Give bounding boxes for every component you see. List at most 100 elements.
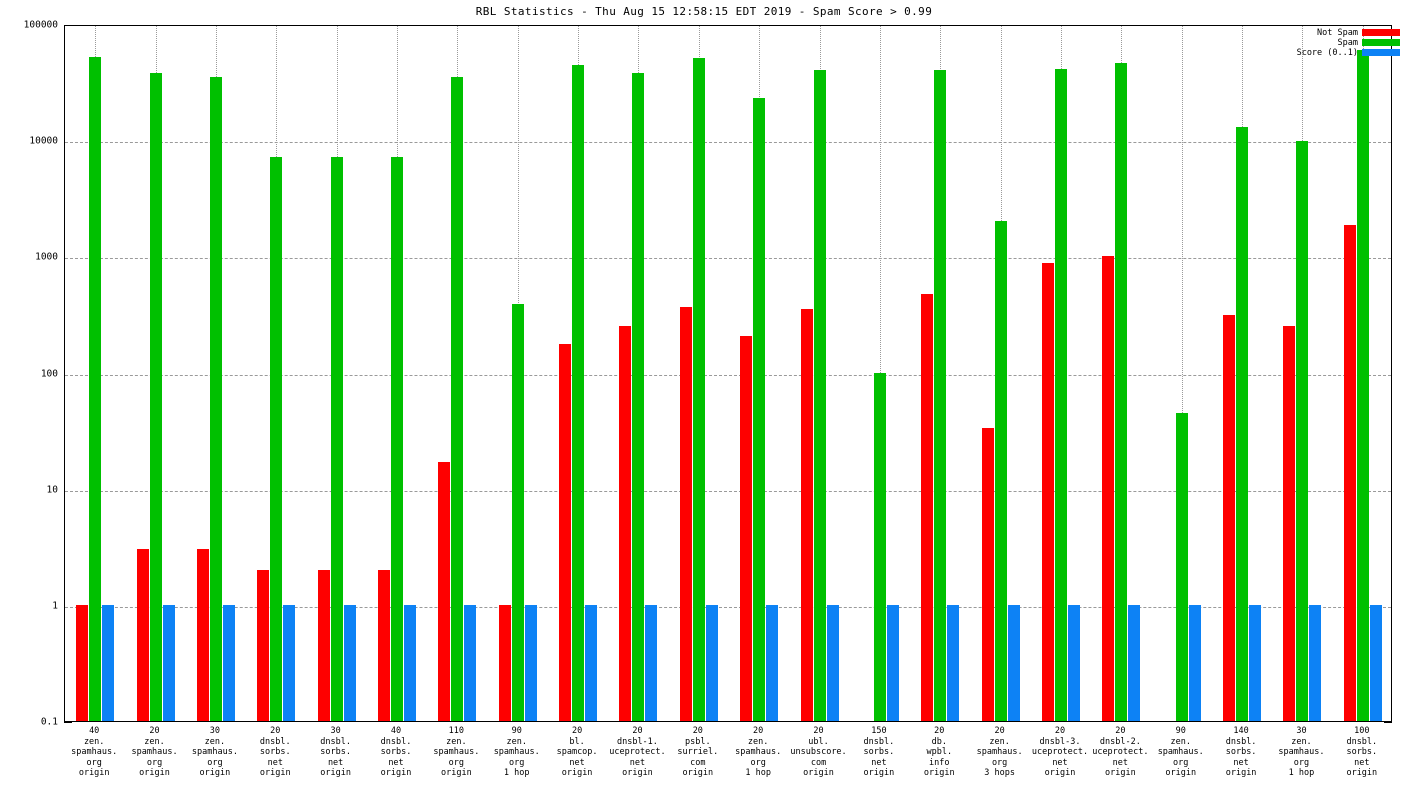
bar-score[interactable] [222, 604, 235, 721]
bar-score[interactable] [464, 604, 477, 721]
bar-spam[interactable] [692, 57, 705, 721]
bar-group[interactable] [438, 26, 477, 721]
bar-not-spam[interactable] [559, 344, 572, 721]
y-axis-tick-labels: 100000 10000 1000 100 10 1 0.1 [0, 20, 58, 728]
bar-score[interactable] [1249, 604, 1262, 721]
bar-not-spam[interactable] [1283, 326, 1296, 721]
bar-spam[interactable] [1115, 63, 1128, 721]
bar-score[interactable] [102, 604, 115, 721]
bar-score[interactable] [283, 604, 296, 721]
bar-spam[interactable] [934, 70, 947, 721]
bar-score[interactable] [1068, 604, 1080, 721]
bar-spam[interactable] [511, 303, 524, 721]
bar-score[interactable] [404, 604, 416, 721]
legend-entry: Spam [1297, 38, 1400, 48]
bar-group[interactable] [136, 26, 175, 721]
x-tick-label: 20 dnsbl-2. uceprotect. net origin [1092, 726, 1149, 778]
bar-score[interactable] [1007, 604, 1020, 721]
bar-spam[interactable] [330, 156, 343, 721]
bar-not-spam[interactable] [498, 604, 511, 721]
bar-group[interactable] [498, 26, 537, 721]
bar-spam[interactable] [270, 156, 283, 721]
x-tick-label: 20 bl. spamcop. net origin [556, 726, 598, 778]
bar-score[interactable] [1369, 604, 1382, 721]
bar-score[interactable] [1309, 604, 1322, 721]
bar-not-spam[interactable] [619, 326, 632, 721]
bar-not-spam[interactable] [257, 569, 270, 721]
bar-score[interactable] [705, 604, 718, 721]
gridline [65, 606, 1391, 608]
bar-spam[interactable] [813, 70, 826, 721]
bar-group[interactable] [1102, 26, 1141, 721]
bar-group[interactable] [1343, 26, 1382, 721]
bar-spam[interactable] [994, 221, 1007, 721]
bar-spam[interactable] [572, 65, 585, 721]
y-tick-label: 0.1 [40, 716, 58, 728]
bar-not-spam[interactable] [981, 428, 994, 721]
bar-not-spam[interactable] [921, 294, 934, 721]
bar-not-spam[interactable] [438, 461, 451, 721]
bar-spam[interactable] [632, 72, 645, 721]
bar-not-spam[interactable] [76, 604, 89, 721]
bar-group[interactable] [740, 26, 779, 721]
x-tick-label: 20 zen. spamhaus. org 1 hop [735, 726, 782, 778]
x-axis-tick-labels: 40 zen. spamhaus. org origin 20 zen. spam… [64, 726, 1392, 788]
bar-group[interactable] [76, 26, 115, 721]
bar-score[interactable] [524, 604, 537, 721]
bar-spam[interactable] [873, 372, 886, 721]
bar-group[interactable] [861, 26, 899, 721]
bar-score[interactable] [886, 604, 899, 721]
bar-not-spam[interactable] [196, 549, 209, 721]
chart-legend: Not Spam Spam Score (0..1) [1297, 28, 1400, 58]
bar-not-spam[interactable] [136, 549, 149, 721]
bar-not-spam[interactable] [800, 308, 813, 721]
legend-entry: Score (0..1) [1297, 48, 1400, 58]
bar-group[interactable] [317, 26, 356, 721]
bar-score[interactable] [826, 604, 839, 721]
bar-spam[interactable] [391, 156, 403, 721]
bar-score[interactable] [1128, 604, 1141, 721]
bar-group[interactable] [1042, 26, 1080, 721]
bar-spam[interactable] [753, 98, 766, 721]
bar-spam[interactable] [149, 72, 162, 721]
bar-group[interactable] [619, 26, 658, 721]
bar-group[interactable] [679, 26, 718, 721]
bar-group[interactable] [1283, 26, 1322, 721]
bar-spam[interactable] [1296, 140, 1309, 721]
bar-group[interactable] [257, 26, 296, 721]
bar-spam[interactable] [209, 76, 222, 721]
bar-not-spam[interactable] [1042, 263, 1054, 721]
bar-spam[interactable] [1356, 49, 1369, 721]
bar-score[interactable] [343, 604, 356, 721]
bar-group[interactable] [981, 26, 1020, 721]
bar-not-spam[interactable] [1223, 315, 1236, 721]
bar-group[interactable] [1163, 26, 1201, 721]
bar-group[interactable] [921, 26, 960, 721]
x-tick-label: 20 dnsbl. sorbs. net origin [259, 726, 291, 778]
bar-score[interactable] [947, 604, 960, 721]
bar-group[interactable] [1223, 26, 1262, 721]
bar-not-spam[interactable] [378, 569, 390, 721]
bar-group[interactable] [196, 26, 235, 721]
bar-score[interactable] [645, 604, 658, 721]
bar-score[interactable] [162, 604, 175, 721]
bar-group[interactable] [800, 26, 839, 721]
bar-not-spam[interactable] [740, 336, 753, 721]
x-tick-label: 90 zen. spamhaus. org origin [1157, 726, 1204, 778]
y-tick-mark-right [1384, 722, 1392, 723]
bar-score[interactable] [585, 604, 598, 721]
bar-score[interactable] [766, 604, 779, 721]
bar-not-spam[interactable] [317, 569, 330, 721]
bar-spam[interactable] [451, 76, 464, 721]
bar-group[interactable] [378, 26, 416, 721]
bar-score[interactable] [1188, 604, 1201, 721]
bar-spam[interactable] [1055, 68, 1067, 721]
bar-not-spam[interactable] [1343, 225, 1356, 721]
bar-spam[interactable] [1175, 412, 1188, 721]
bar-not-spam[interactable] [1102, 256, 1115, 721]
bar-not-spam[interactable] [679, 306, 692, 721]
bar-spam[interactable] [89, 57, 102, 721]
y-tick-label: 10 [46, 484, 58, 496]
bar-spam[interactable] [1236, 126, 1249, 721]
bar-group[interactable] [559, 26, 598, 721]
